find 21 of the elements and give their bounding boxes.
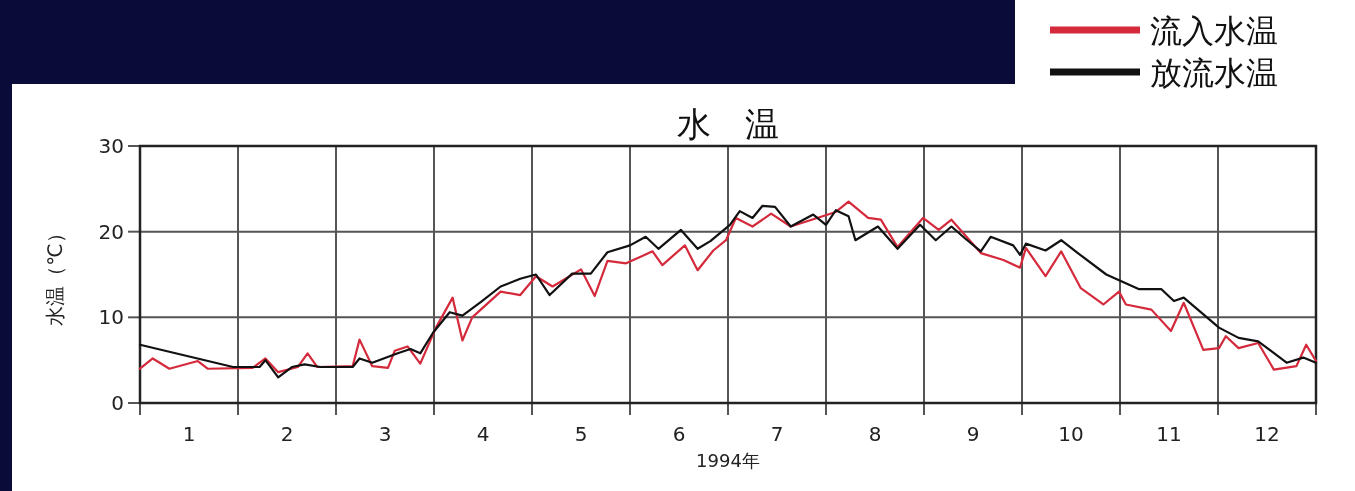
x-tick-label: 8 <box>868 422 882 446</box>
chart-title: 水 温 <box>677 104 779 144</box>
x-tick-label: 9 <box>966 422 980 446</box>
x-tick-label: 10 <box>1058 422 1084 446</box>
x-tick-label: 5 <box>574 422 588 446</box>
x-axis-title: 1994年 <box>696 450 760 471</box>
legend-label: 流入水温 <box>1150 12 1278 50</box>
x-tick-label: 1 <box>182 422 196 446</box>
x-tick-label: 11 <box>1156 422 1182 446</box>
x-tick-label: 4 <box>476 422 490 446</box>
x-tick-label: 12 <box>1254 422 1280 446</box>
y-tick-label: 10 <box>98 305 124 330</box>
x-tick-label: 3 <box>378 422 392 446</box>
legend-label: 放流水温 <box>1150 54 1278 92</box>
y-tick-label: 0 <box>111 391 124 415</box>
x-tick-label: 6 <box>672 422 686 446</box>
y-tick-label: 30 <box>98 134 124 158</box>
x-tick-label: 2 <box>280 422 294 446</box>
y-axis-title: 水温（℃） <box>43 223 67 326</box>
x-tick-label: 7 <box>770 422 784 446</box>
y-tick-label: 20 <box>98 219 124 244</box>
